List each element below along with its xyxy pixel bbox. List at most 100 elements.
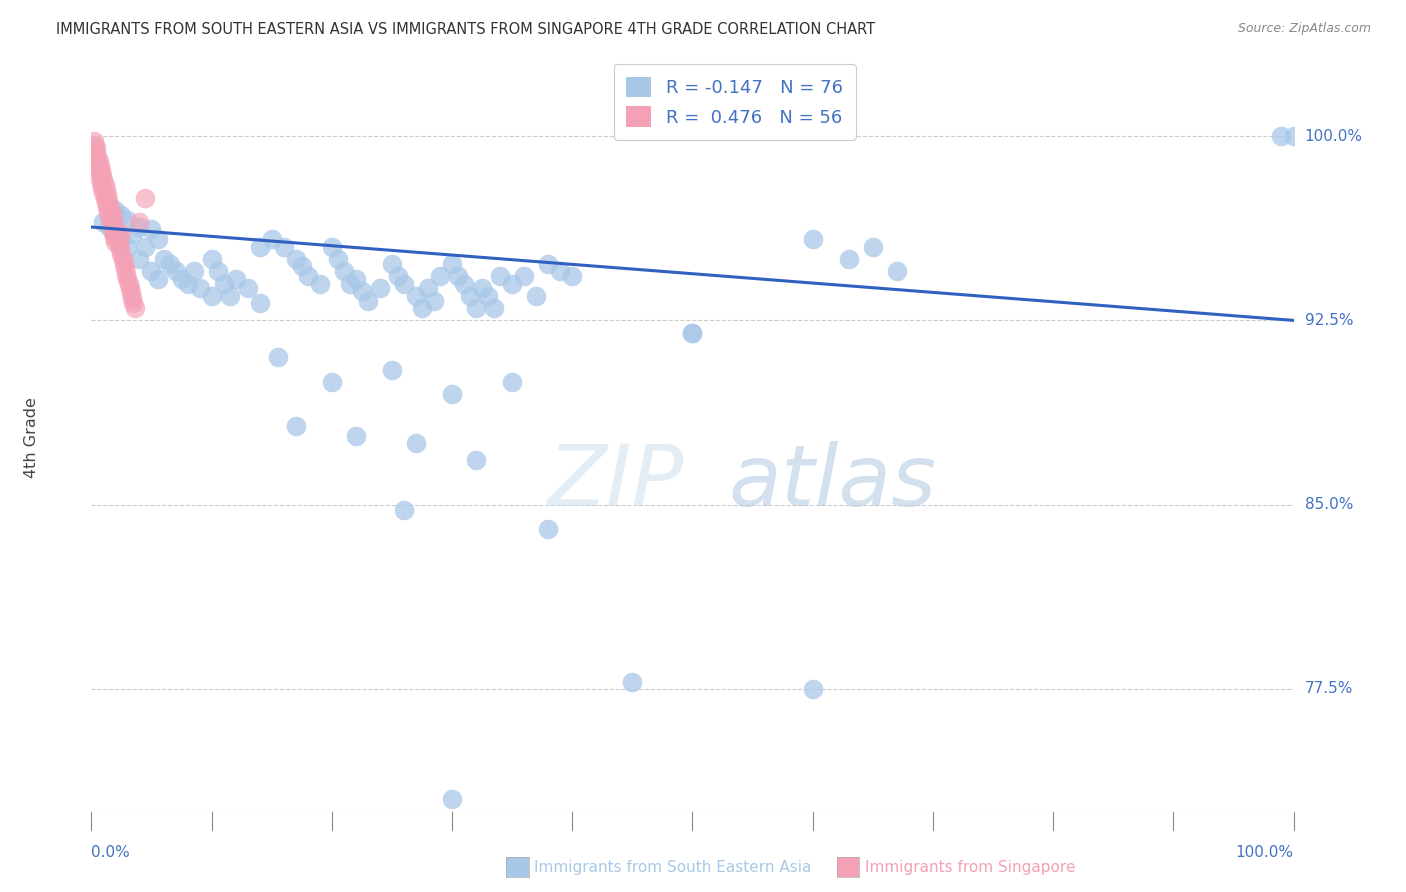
Point	[405, 289, 427, 303]
Point	[392, 502, 415, 516]
Point	[513, 269, 536, 284]
Point	[110, 208, 132, 222]
Point	[122, 296, 145, 310]
Point	[93, 186, 115, 200]
Point	[537, 257, 560, 271]
Point	[146, 232, 169, 246]
Point	[225, 271, 247, 285]
Point	[411, 301, 433, 315]
Point	[429, 269, 451, 284]
Point	[91, 180, 114, 194]
Point	[112, 257, 135, 271]
Text: IMMIGRANTS FROM SOUTH EASTERN ASIA VS IMMIGRANTS FROM SINGAPORE 4TH GRADE CORREL: IMMIGRANTS FROM SOUTH EASTERN ASIA VS IM…	[56, 22, 876, 37]
Point	[103, 218, 125, 232]
Point	[1282, 129, 1305, 144]
Point	[201, 289, 224, 303]
Point	[104, 222, 127, 236]
Point	[98, 198, 121, 212]
Point	[350, 284, 373, 298]
Point	[218, 289, 240, 303]
Legend: R = -0.147   N = 76, R =  0.476   N = 56: R = -0.147 N = 76, R = 0.476 N = 56	[613, 64, 855, 140]
Point	[447, 269, 470, 284]
Point	[440, 792, 463, 806]
Point	[93, 190, 115, 204]
Point	[489, 269, 512, 284]
Point	[91, 169, 114, 183]
Point	[124, 301, 146, 315]
Point	[548, 264, 571, 278]
Point	[101, 212, 124, 227]
Point	[89, 159, 111, 173]
Point	[368, 281, 391, 295]
Point	[90, 176, 112, 190]
Point	[103, 230, 125, 244]
Point	[801, 232, 824, 246]
Point	[681, 326, 703, 340]
Point	[100, 202, 122, 217]
Point	[122, 227, 145, 242]
Point	[333, 264, 356, 278]
Point	[111, 252, 134, 266]
Point	[308, 277, 330, 291]
Point	[134, 240, 156, 254]
Point	[128, 220, 150, 235]
Text: 100.0%: 100.0%	[1305, 128, 1362, 144]
Point	[249, 240, 271, 254]
Point	[886, 264, 908, 278]
Point	[465, 453, 488, 467]
Point	[117, 240, 139, 254]
Point	[101, 225, 124, 239]
Point	[134, 190, 156, 204]
Point	[98, 220, 121, 235]
Point	[207, 264, 229, 278]
Point	[165, 264, 187, 278]
Point	[90, 163, 112, 178]
Point	[357, 293, 380, 308]
Point	[121, 291, 143, 305]
Point	[339, 277, 361, 291]
Point	[392, 277, 415, 291]
Point	[97, 193, 120, 207]
Point	[201, 252, 224, 266]
Point	[801, 681, 824, 696]
Point	[93, 178, 115, 193]
Point	[291, 260, 314, 274]
Point	[501, 277, 523, 291]
Point	[273, 240, 295, 254]
Point	[104, 227, 127, 242]
Point	[141, 264, 163, 278]
Text: 85.0%: 85.0%	[1305, 497, 1353, 512]
Point	[120, 286, 142, 301]
Point	[152, 252, 174, 266]
Point	[260, 232, 283, 246]
Point	[117, 271, 139, 285]
Point	[423, 293, 446, 308]
Point	[176, 277, 198, 291]
Point	[141, 222, 163, 236]
Point	[170, 271, 193, 285]
Point	[387, 269, 409, 284]
Point	[97, 205, 120, 219]
Point	[105, 227, 128, 242]
Point	[118, 281, 141, 295]
Point	[96, 200, 118, 214]
Point	[84, 153, 107, 168]
Point	[284, 252, 307, 266]
Point	[87, 153, 110, 168]
Point	[405, 436, 427, 450]
Point	[297, 269, 319, 284]
Point	[681, 326, 703, 340]
Point	[524, 289, 547, 303]
Point	[284, 419, 307, 434]
Point	[458, 289, 481, 303]
Point	[110, 242, 132, 256]
Point	[110, 232, 132, 246]
Point	[87, 166, 110, 180]
Text: Source: ZipAtlas.com: Source: ZipAtlas.com	[1237, 22, 1371, 36]
Point	[114, 261, 136, 276]
Point	[96, 188, 118, 202]
Point	[86, 159, 108, 173]
Point	[381, 362, 404, 376]
Point	[381, 257, 404, 271]
Point	[537, 522, 560, 536]
